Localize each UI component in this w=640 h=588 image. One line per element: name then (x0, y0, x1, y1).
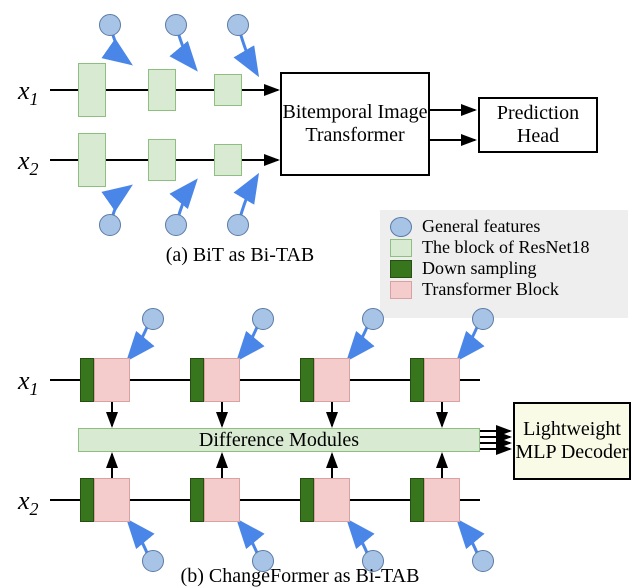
downsample-block (190, 358, 204, 402)
resnet-block (214, 144, 242, 176)
transformer-block (204, 358, 240, 402)
legend-label: General features (422, 216, 540, 237)
input-x2-label-b: x2 (18, 486, 39, 520)
feature-circle (227, 14, 249, 36)
downsample-block (300, 478, 314, 522)
feature-circle (472, 308, 494, 330)
mlp-decoder-box: Lightweight MLP Decoder (513, 402, 631, 480)
feature-circle (362, 308, 384, 330)
feature-circle (142, 308, 164, 330)
transformer-block (424, 358, 460, 402)
legend-label: The block of ResNet18 (422, 237, 589, 258)
downsample-block (190, 478, 204, 522)
resnet-block (214, 74, 242, 106)
input-x1-label-b: x1 (18, 366, 39, 400)
prediction-head-box: Prediction Head (478, 97, 598, 153)
resnet-block (78, 133, 106, 187)
feature-circle (227, 214, 249, 236)
feature-circle (165, 14, 187, 36)
caption-a: (a) BiT as Bi-TAB (110, 244, 370, 267)
legend-item: The block of ResNet18 (390, 237, 618, 258)
downsample-block (300, 358, 314, 402)
resnet-block (148, 69, 176, 111)
bitemporal-transformer-box: Bitemporal Image Transformer (280, 72, 430, 176)
downsample-block (410, 358, 424, 402)
legend-swatch-transformer (390, 281, 412, 299)
legend-label: Down sampling (422, 258, 537, 279)
transformer-block (94, 478, 130, 522)
transformer-block (204, 478, 240, 522)
legend-label: Transformer Block (422, 279, 559, 300)
mlp-decoder-label: Lightweight MLP Decoder (515, 418, 629, 464)
downsample-block (80, 358, 94, 402)
legend-item: General features (390, 216, 618, 237)
feature-circle (165, 214, 187, 236)
feature-circle (472, 550, 494, 572)
transformer-block (94, 358, 130, 402)
feature-circle (99, 14, 121, 36)
transformer-block (314, 478, 350, 522)
transformer-block (314, 358, 350, 402)
resnet-block (148, 139, 176, 181)
difference-modules-box: Difference Modules (78, 428, 480, 452)
input-x2-label: x2 (18, 146, 39, 180)
transformer-block (424, 478, 460, 522)
legend-swatch-resnet (390, 239, 412, 257)
legend-item: Transformer Block (390, 279, 618, 300)
feature-circle (99, 214, 121, 236)
input-x1-label: x1 (18, 76, 39, 110)
bitemporal-transformer-label: Bitemporal Image Transformer (282, 101, 428, 147)
difference-modules-label: Difference Modules (199, 429, 359, 452)
prediction-head-label: Prediction Head (480, 102, 596, 148)
downsample-block (80, 478, 94, 522)
legend-swatch-feature (390, 217, 412, 237)
legend-item: Down sampling (390, 258, 618, 279)
feature-circle (252, 308, 274, 330)
legend-swatch-downsample (390, 260, 412, 278)
downsample-block (410, 478, 424, 522)
legend: General features The block of ResNet18 D… (380, 210, 628, 318)
resnet-block (78, 63, 106, 117)
diagram-canvas: x1 x2 Bitemporal Image Transformer Predi… (0, 0, 640, 585)
